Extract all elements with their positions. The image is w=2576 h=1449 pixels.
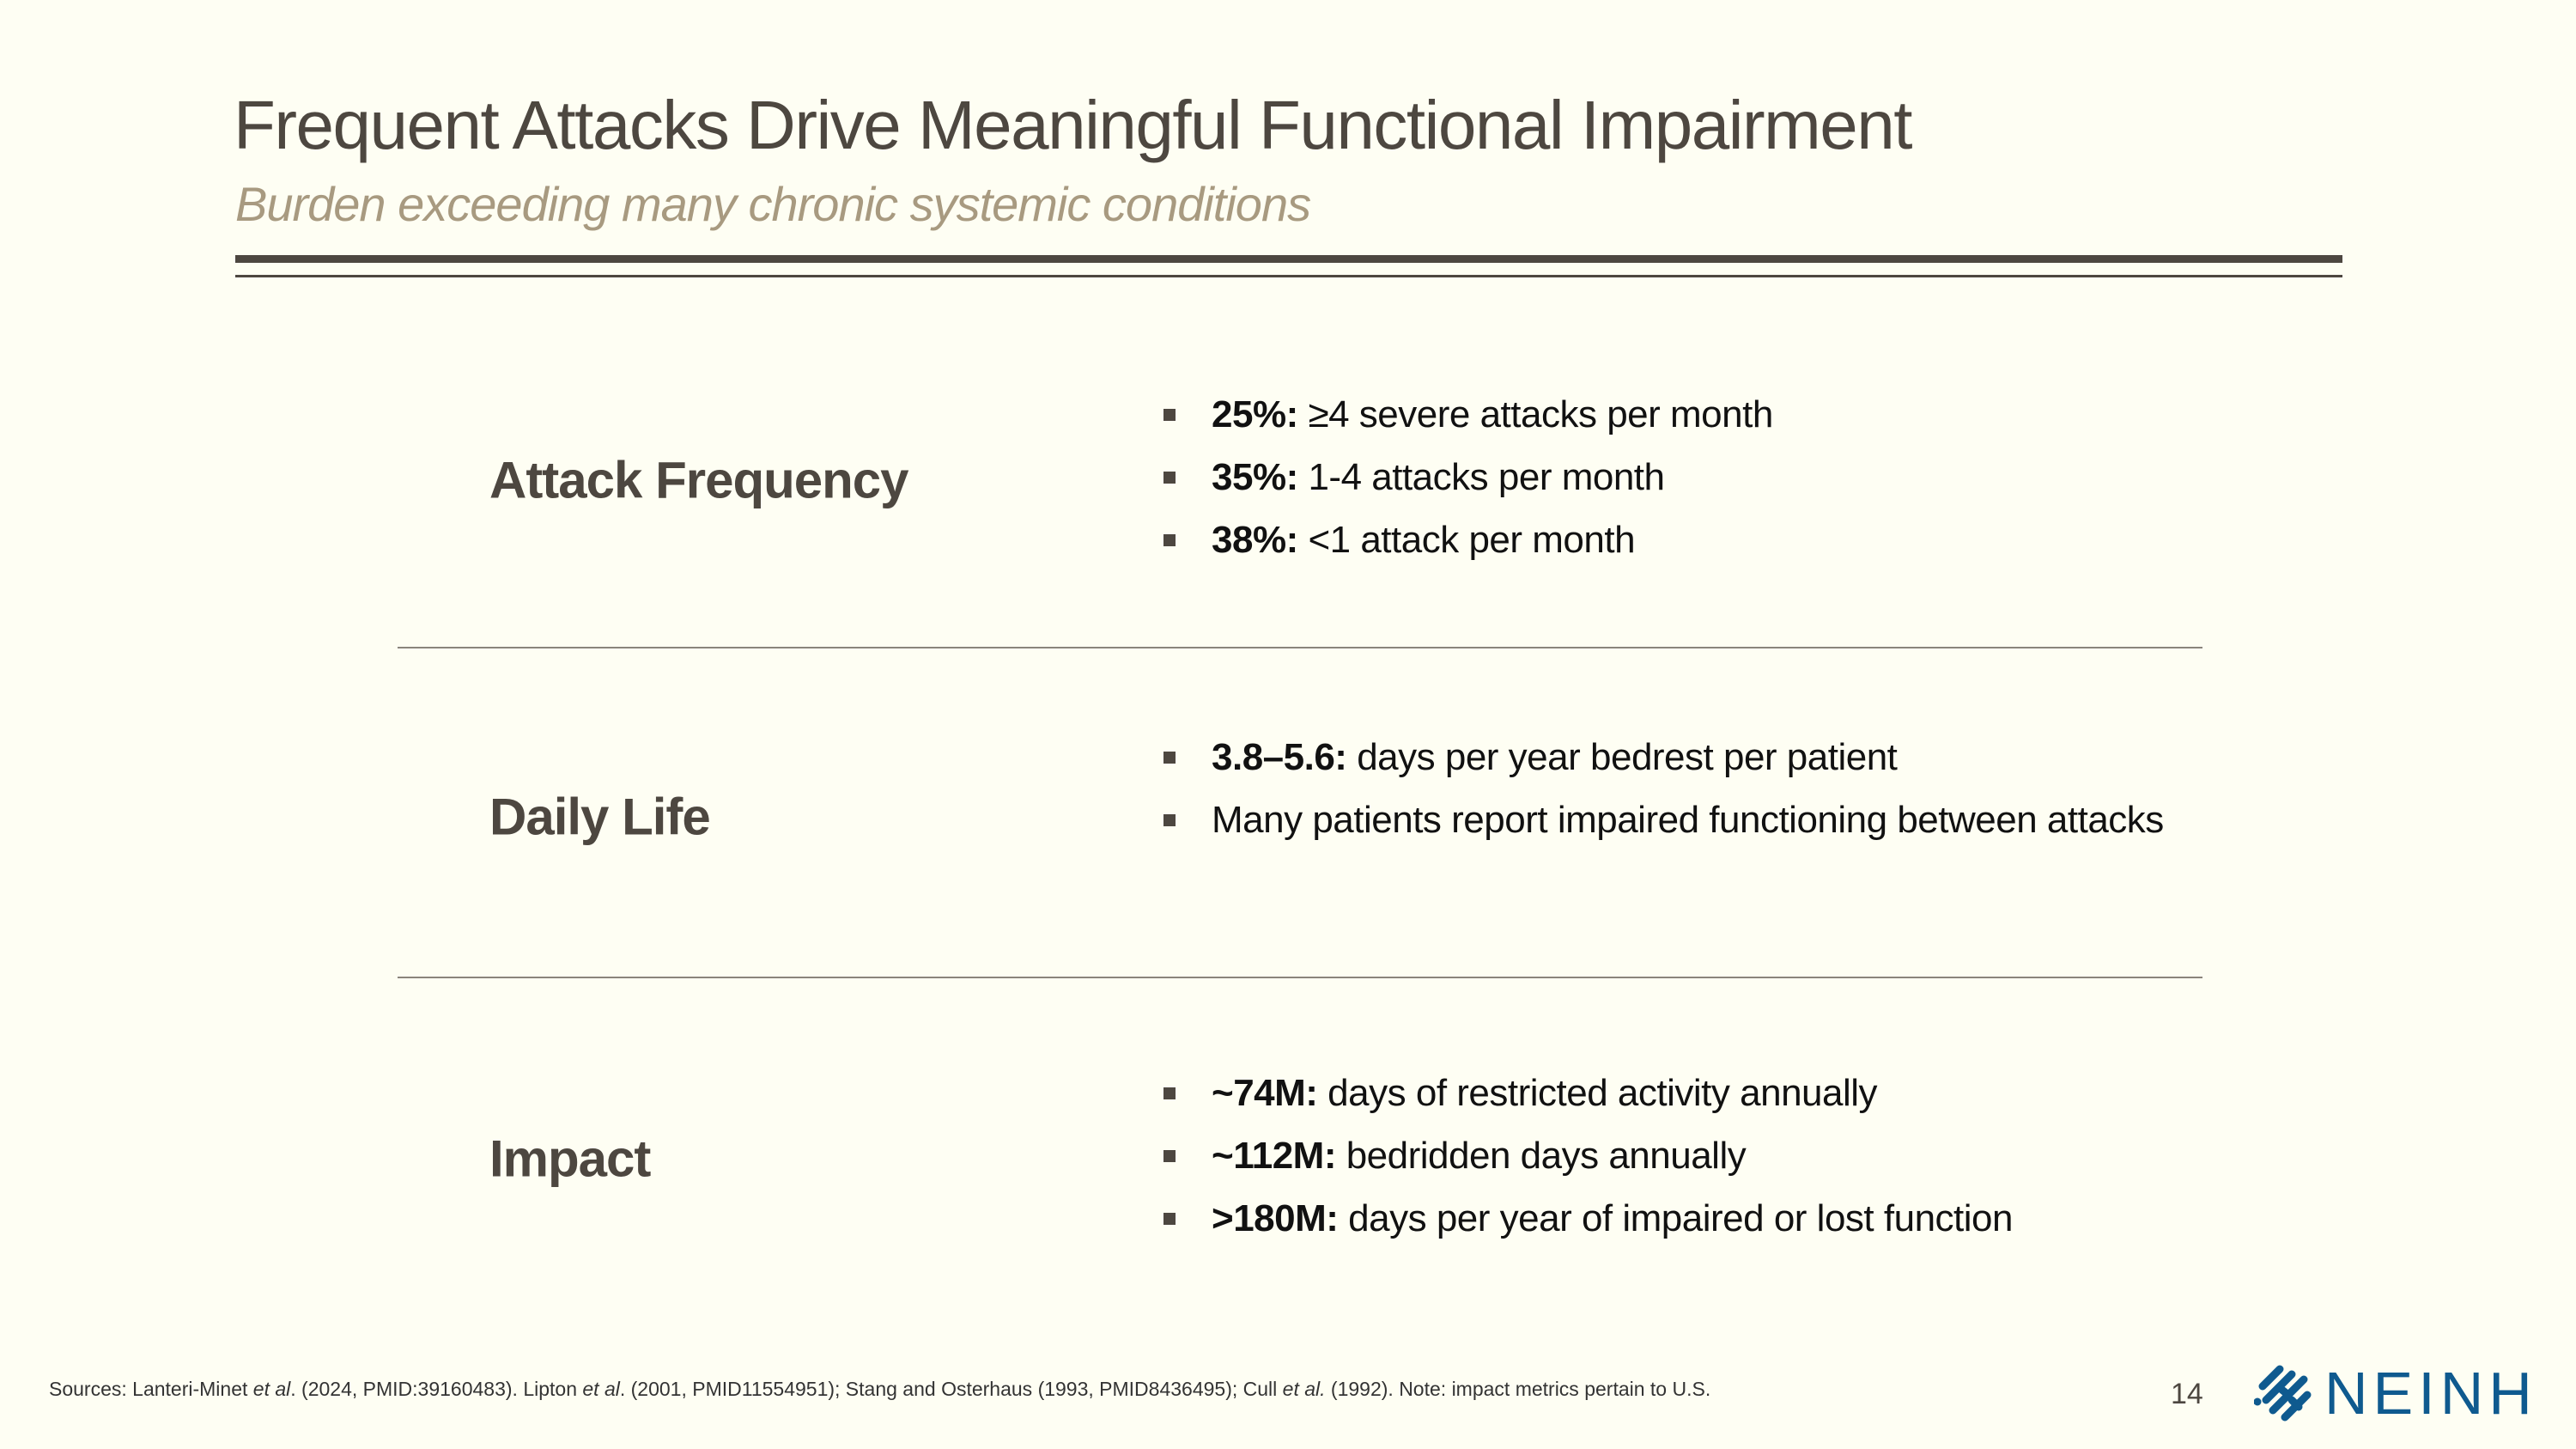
list-item: Many patients report impaired functionin… [1163,794,2177,846]
section-label-impact: Impact [489,1129,651,1188]
footnote-text: . (2024, PMID:39160483). Lipton [290,1378,583,1400]
bullet-square-icon [1163,1087,1176,1099]
logo-mark-icon [2254,1365,2312,1422]
bullet-square-icon [1163,472,1176,484]
section-label-attack-frequency: Attack Frequency [489,451,908,509]
bullet-text: Many patients report impaired functionin… [1212,799,2164,841]
footnote-text: et al. [1282,1378,1326,1400]
bullet-key: 25%: [1212,393,1298,435]
bullet-text: days of restricted activity annually [1317,1072,1878,1114]
list-item: 38%: <1 attack per month [1163,514,2177,566]
bullet-text: days per year of impaired or lost functi… [1338,1197,2013,1239]
bullet-square-icon [1163,752,1176,764]
footnote-text: (1992). Note: impact metrics pertain to … [1325,1378,1711,1400]
footnote-text: Sources: Lanteri-Minet [49,1378,253,1400]
bullet-key: ~74M: [1212,1072,1318,1114]
bullet-key: ~112M: [1212,1135,1336,1177]
bullet-text: bedridden days annually [1335,1135,1747,1177]
bullet-text: ≥4 severe attacks per month [1297,393,1773,435]
bullet-key: 35%: [1212,456,1298,498]
list-item: >180M: days per year of impaired or lost… [1163,1192,2177,1245]
bullet-text: days per year bedrest per patient [1346,736,1898,778]
title-rule-thick [235,255,2342,263]
bullet-list-attack-frequency: 25%: ≥4 severe attacks per month 35%: 1-… [1163,388,2177,576]
bullet-square-icon [1163,534,1176,546]
list-item: ~112M: bedridden days annually [1163,1129,2177,1182]
bullet-square-icon [1163,1150,1176,1162]
section-label-daily-life: Daily Life [489,788,711,846]
section-divider [398,647,2202,648]
bullet-square-icon [1163,409,1176,421]
sources-footnote: Sources: Lanteri-Minet et al. (2024, PMI… [49,1376,1878,1403]
footnote-text: et al [582,1378,620,1400]
list-item: ~74M: days of restricted activity annual… [1163,1067,2177,1119]
bullet-square-icon [1163,814,1176,826]
logo-wordmark: NEINH [2324,1360,2537,1427]
list-item: 3.8–5.6: days per year bedrest per patie… [1163,731,2177,783]
slide-title: Frequent Attacks Drive Meaningful Functi… [234,87,1912,163]
bullet-list-impact: ~74M: days of restricted activity annual… [1163,1067,2177,1255]
bullet-square-icon [1163,1213,1176,1225]
neinh-logo: NEINH [2254,1359,2537,1428]
bullet-text: <1 attack per month [1297,519,1636,561]
list-item: 25%: ≥4 severe attacks per month [1163,388,2177,441]
bullet-list-daily-life: 3.8–5.6: days per year bedrest per patie… [1163,731,2177,856]
slide-subtitle: Burden exceeding many chronic systemic c… [235,177,1311,231]
bullet-key: 38%: [1212,519,1298,561]
title-rule-thin [235,275,2342,277]
footnote-text: . (2001, PMID11554951); Stang and Osterh… [619,1378,1283,1400]
section-divider [398,977,2202,978]
page-number: 14 [2171,1378,2203,1410]
bullet-key: >180M: [1212,1197,1339,1239]
bullet-text: 1-4 attacks per month [1297,456,1665,498]
footnote-text: et al [252,1378,291,1400]
bullet-key: 3.8–5.6: [1212,736,1347,778]
list-item: 35%: 1-4 attacks per month [1163,451,2177,503]
